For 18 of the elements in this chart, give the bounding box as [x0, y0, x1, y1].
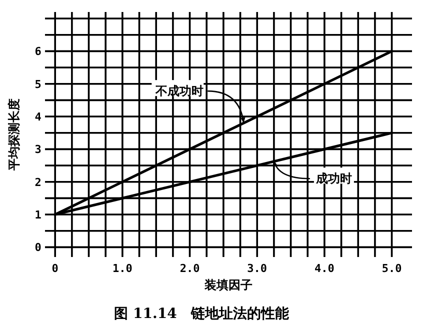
text: 图 11.14 链地址法的性能 [114, 306, 290, 322]
y-tick-label: 6 [34, 45, 42, 58]
y-tick-label: 1 [34, 208, 42, 222]
x-tick-label: 5.0 [382, 262, 402, 275]
annotation: 成功时 [314, 172, 352, 186]
y-tick-label: 3 [34, 143, 42, 156]
x-tick-label: 2.0 [180, 262, 200, 275]
x-tick-label: 1.0 [112, 262, 132, 275]
x-axis-title: 装填因子 [204, 278, 252, 292]
x-tick-label: 4.0 [314, 262, 334, 275]
x-tick-label: 0 [52, 262, 58, 275]
annotation: 不成功时 [154, 84, 204, 98]
x-tick-label: 3.0 [247, 262, 268, 275]
y-tick-label: 5 [34, 78, 42, 91]
y-tick-label: 2 [34, 176, 42, 189]
y-axis-title: 平均探测长度 [7, 98, 21, 172]
y-tick-label: 4 [34, 110, 42, 124]
y-tick-label: 0 [34, 241, 42, 254]
